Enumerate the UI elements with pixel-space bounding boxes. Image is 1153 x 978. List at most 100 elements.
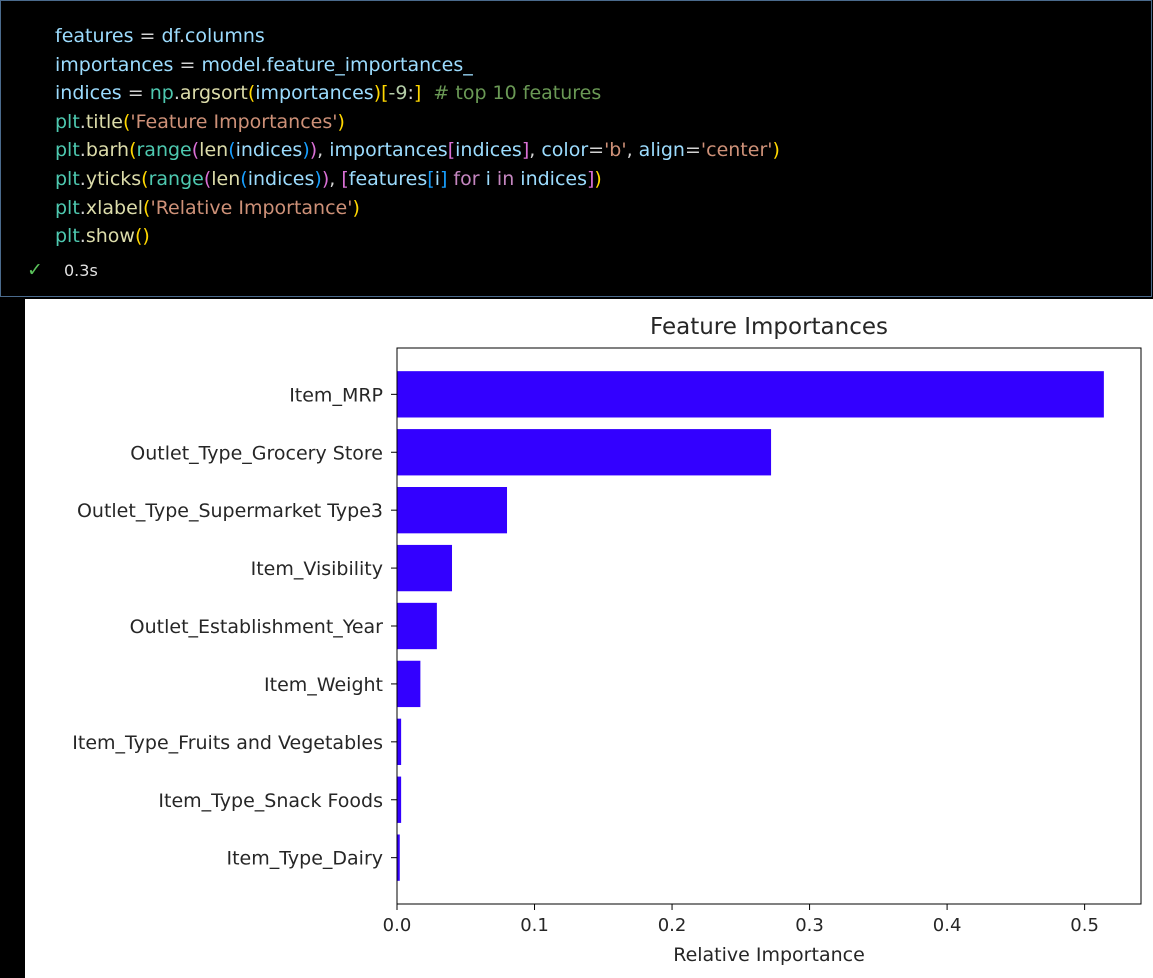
code-token: range	[136, 139, 192, 162]
code-token: i	[434, 167, 440, 190]
code-token: model	[201, 53, 261, 76]
bar	[397, 602, 437, 650]
code-editor[interactable]: features = df.columns importances = model…	[55, 22, 780, 251]
code-token: indices	[514, 167, 587, 190]
code-line[interactable]: plt.title('Feature Importances')	[55, 108, 780, 137]
code-token: .	[79, 196, 86, 219]
code-token: color	[541, 139, 589, 162]
code-token: indices	[247, 167, 315, 190]
code-token: len	[199, 139, 229, 162]
code-token: )	[594, 167, 602, 190]
code-token: .	[260, 53, 267, 76]
code-token: for	[447, 167, 480, 190]
plot-frame	[396, 347, 1142, 905]
bar	[397, 371, 1104, 418]
bar	[397, 544, 453, 592]
y-tick-label: Outlet_Establishment_Year	[130, 616, 384, 638]
x-tick-label: 0.5	[1070, 915, 1099, 936]
code-line[interactable]: indices = np.argsort(importances)[-9:] #…	[55, 79, 780, 108]
x-tick-label: 0.0	[383, 915, 412, 936]
code-token: range	[148, 167, 204, 190]
code-token: show	[85, 225, 135, 248]
code-token: [	[427, 167, 435, 190]
code-line[interactable]: features = df.columns	[55, 22, 780, 51]
bar	[397, 487, 508, 534]
x-tick-label: 0.1	[520, 915, 549, 936]
code-token: i	[479, 167, 497, 190]
y-tick-label: Item_Visibility	[251, 558, 383, 580]
code-token: argsort	[179, 82, 248, 105]
code-token: =	[133, 25, 162, 47]
code-token: ]	[413, 82, 422, 105]
code-token: yticks	[85, 167, 142, 190]
code-token: :	[407, 82, 414, 105]
code-token: df	[161, 25, 179, 47]
code-token: (	[240, 167, 248, 190]
code-token: 'b'	[604, 139, 627, 162]
code-token: plt	[55, 110, 80, 133]
y-tick-label: Item_Weight	[264, 674, 383, 696]
code-line[interactable]: plt.yticks(range(len(indices)), [feature…	[55, 165, 780, 194]
code-token: )	[772, 139, 780, 162]
x-tick-label: 0.3	[795, 915, 824, 936]
code-line[interactable]: plt.barh(range(len(indices)), importance…	[55, 136, 780, 165]
code-token: importances	[255, 82, 374, 105]
bar	[397, 718, 402, 765]
code-token: barh	[85, 139, 130, 162]
x-tick-label: 0.4	[933, 915, 962, 936]
execution-time: 0.3s	[64, 260, 98, 280]
code-line[interactable]: plt.xlabel('Relative Importance')	[55, 194, 780, 223]
x-tick-label: 0.2	[658, 915, 687, 936]
code-token: )	[373, 82, 382, 105]
code-token: align	[638, 139, 685, 162]
code-line[interactable]: importances = model.feature_importances_	[55, 51, 780, 80]
code-token: =	[121, 82, 150, 105]
code-token: )	[352, 196, 360, 219]
code-token: title	[85, 110, 123, 133]
feature-importance-chart: Item_MRP Outlet_Type_Grocery Store Outlet_…	[72, 314, 1142, 966]
code-token: (	[191, 139, 200, 162]
chart-title: Feature Importances	[650, 314, 888, 340]
code-token: ,	[329, 167, 342, 190]
code-token: (	[203, 167, 212, 190]
code-token: plt	[55, 139, 80, 162]
code-token: ]	[439, 167, 448, 190]
code-token: columns	[184, 25, 265, 47]
code-line[interactable]: plt.show()	[55, 222, 780, 251]
code-token: [	[381, 82, 389, 105]
code-token: )	[314, 167, 322, 190]
code-token: xlabel	[85, 196, 144, 219]
code-token: features	[55, 25, 134, 47]
code-token: [	[447, 139, 456, 162]
code-token: (	[247, 82, 256, 105]
code-token: ]	[586, 167, 595, 190]
check-icon: ✓	[27, 259, 43, 281]
code-token: -9	[388, 82, 408, 105]
code-token: (	[123, 110, 131, 133]
code-token: importances	[329, 139, 448, 162]
bar	[397, 776, 402, 823]
code-token: 'Relative Importance'	[150, 196, 353, 219]
code-token: (	[129, 139, 137, 162]
code-token: ,	[529, 139, 542, 162]
code-token: =	[684, 139, 701, 162]
y-tick-label: Outlet_Type_Grocery Store	[130, 442, 383, 464]
code-token: (	[228, 139, 236, 162]
cell-output: Item_MRP Outlet_Type_Grocery Store Outlet_…	[25, 299, 1153, 978]
code-token: len	[211, 167, 241, 190]
y-tick-label: Item_Type_Dairy	[227, 848, 384, 870]
bar	[397, 660, 421, 708]
code-token: [	[341, 167, 349, 190]
code-token: .	[173, 82, 180, 105]
code-cell[interactable]: features = df.columns importances = model…	[0, 0, 1152, 297]
code-token: plt	[55, 196, 80, 219]
code-token: indices	[455, 139, 522, 162]
code-token: importances	[55, 53, 174, 76]
bar	[397, 834, 400, 881]
code-token: 'Feature Importances'	[130, 110, 338, 133]
code-token: ,	[626, 139, 639, 162]
code-token: (	[134, 225, 143, 248]
code-token: =	[173, 53, 202, 76]
code-token: features	[348, 167, 428, 190]
code-token: plt	[55, 225, 80, 248]
